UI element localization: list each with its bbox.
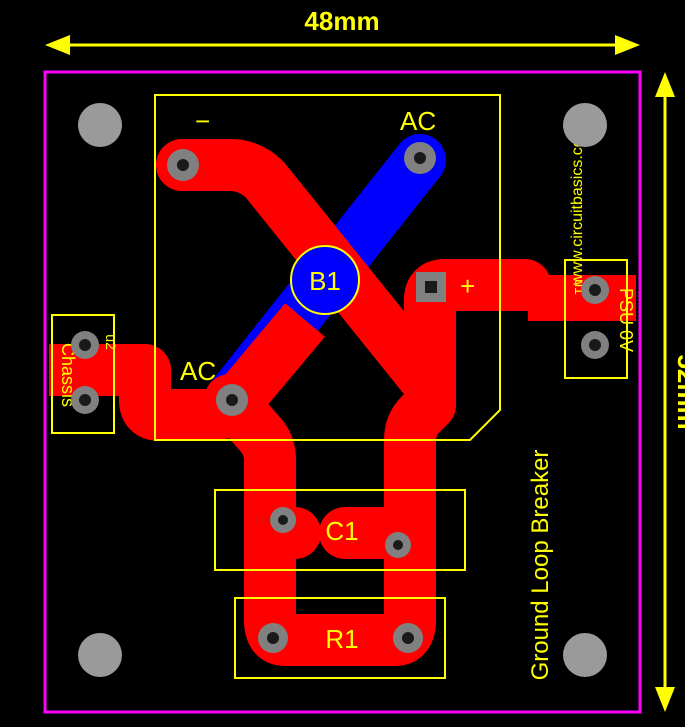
title-text: Ground Loop Breaker xyxy=(527,450,554,681)
minus-label: − xyxy=(195,106,210,136)
width-label: 48mm xyxy=(304,6,379,36)
website-text: www.circuitbasics.com xyxy=(569,125,586,286)
b1-label: B1 xyxy=(309,266,341,296)
ac-left-label: AC xyxy=(180,356,216,386)
r1-label: R1 xyxy=(325,624,358,654)
ac-top-label: AC xyxy=(400,106,436,136)
left-connector-ref: u2 xyxy=(103,334,119,350)
height-label: 52mm xyxy=(672,354,685,429)
c1-label: C1 xyxy=(325,516,358,546)
plus-label: + xyxy=(460,271,475,301)
right-connector-label: PSU 0V xyxy=(616,288,636,352)
